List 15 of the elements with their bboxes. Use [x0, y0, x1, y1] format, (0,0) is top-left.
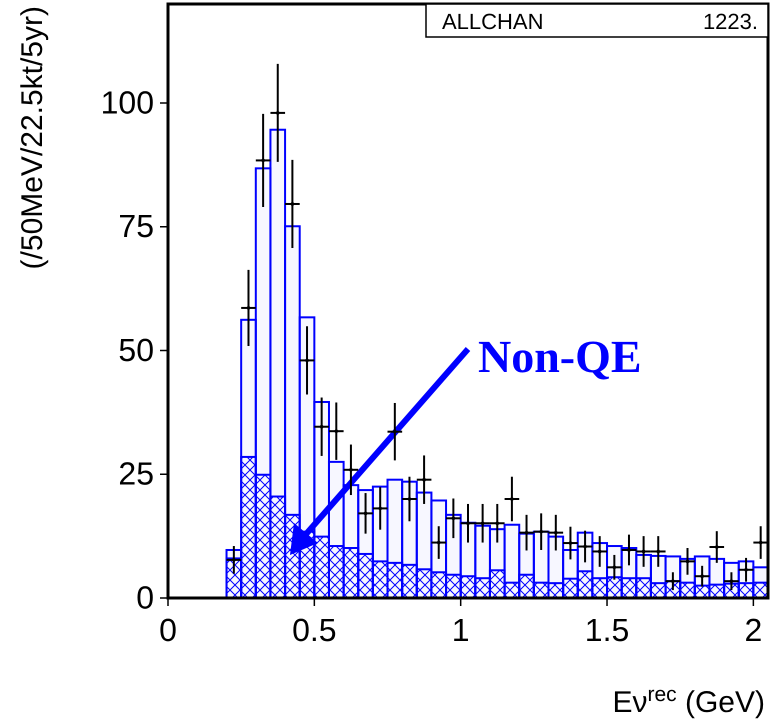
x-tick-label: 1 [452, 612, 470, 648]
x-axis-title: Eν$^{rec}$ (GeV) [612, 682, 765, 719]
x-tick-label: 0 [159, 612, 177, 648]
y-axis-title: (/50MeV/22.5kt/5yr) [16, 6, 49, 270]
x-tick-label: 2 [744, 612, 762, 648]
x-tick-label: 0.5 [292, 612, 337, 648]
y-tick-label: 25 [118, 455, 154, 492]
annotation: Non-QE [478, 331, 642, 382]
y-tick-label: 0 [136, 579, 154, 616]
annotation: ALLCHAN [442, 9, 544, 34]
annotation: 1223. [702, 9, 758, 34]
x-tick-label: 1.5 [584, 612, 630, 648]
y-tick-label: 100 [100, 84, 154, 120]
y-tick-label: 75 [118, 208, 154, 244]
y-tick-label: 50 [118, 332, 154, 368]
